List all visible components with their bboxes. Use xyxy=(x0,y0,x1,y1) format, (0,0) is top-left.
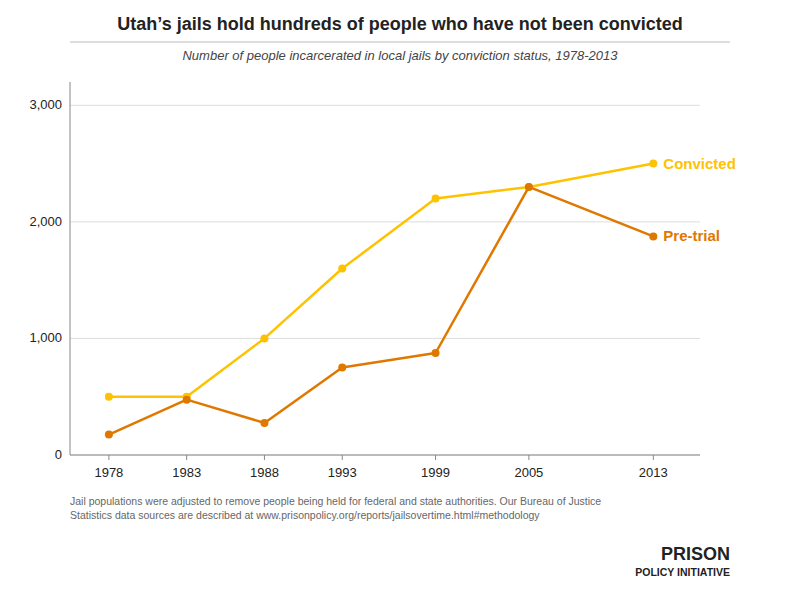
subtitle: Number of people incarcerated in local j… xyxy=(182,48,618,63)
series-label: Pre-trial xyxy=(663,227,720,244)
point[interactable] xyxy=(338,364,346,372)
series-label: Convicted xyxy=(663,155,736,172)
point[interactable] xyxy=(183,396,191,404)
x-tick-label: 2013 xyxy=(639,465,668,480)
footnote: Jail populations were adjusted to remove… xyxy=(70,495,601,521)
grid-line xyxy=(70,221,700,222)
point[interactable] xyxy=(432,349,440,357)
chart-svg: Utah’s jails hold hundreds of people who… xyxy=(0,0,800,600)
point[interactable] xyxy=(105,393,113,401)
x-tick-label: 1978 xyxy=(94,465,123,480)
series xyxy=(105,160,657,401)
title: Utah’s jails hold hundreds of people who… xyxy=(117,14,682,34)
point[interactable] xyxy=(105,431,113,439)
y-grid xyxy=(70,105,700,455)
grid-line xyxy=(70,455,700,456)
x-tick-label: 1983 xyxy=(172,465,201,480)
point[interactable] xyxy=(525,183,533,191)
x-tick-label: 1993 xyxy=(328,465,357,480)
point[interactable] xyxy=(649,232,657,240)
grid-line xyxy=(70,105,700,106)
title-rule xyxy=(70,42,730,43)
point[interactable] xyxy=(338,265,346,273)
y-tick-label: 3,000 xyxy=(29,97,62,112)
point[interactable] xyxy=(649,160,657,168)
y-tick-label: 2,000 xyxy=(29,214,62,229)
logo-text: POLICY INITIATIVE xyxy=(635,566,730,578)
point[interactable] xyxy=(525,183,533,191)
y-tick-label: 0 xyxy=(55,447,62,462)
point[interactable] xyxy=(432,195,440,203)
y-tick-label: 1,000 xyxy=(29,330,62,345)
grid-line xyxy=(70,338,700,339)
series xyxy=(105,183,657,439)
point[interactable] xyxy=(260,334,268,342)
x-axis-line xyxy=(70,455,700,456)
y-axis-line xyxy=(70,82,71,455)
x-tick-label: 1988 xyxy=(250,465,279,480)
point[interactable] xyxy=(260,419,268,427)
x-tick xyxy=(435,455,436,460)
x-tick xyxy=(653,455,654,460)
logo-text: PRISON xyxy=(661,544,730,564)
x-tick xyxy=(108,455,109,460)
x-tick-label: 2005 xyxy=(514,465,543,480)
x-tick xyxy=(342,455,343,460)
x-tick xyxy=(264,455,265,460)
plot-area xyxy=(105,160,657,439)
x-tick xyxy=(528,455,529,460)
x-tick xyxy=(186,455,187,460)
series-line xyxy=(109,187,653,435)
x-tick-label: 1999 xyxy=(421,465,450,480)
chart-container: Utah’s jails hold hundreds of people who… xyxy=(0,0,800,600)
